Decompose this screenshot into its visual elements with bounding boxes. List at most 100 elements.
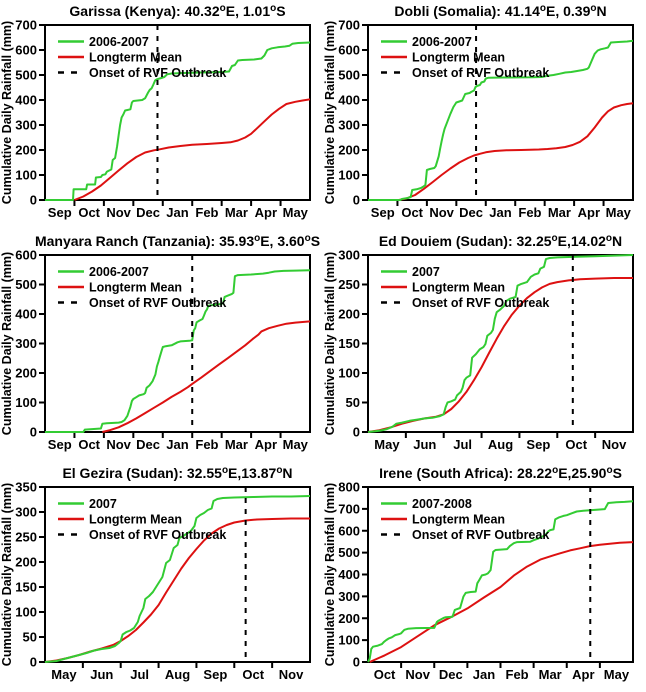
x-tick-label: Apr [578, 205, 600, 220]
y-tick-label: 600 [338, 43, 360, 58]
chart-manyara-ranch: Sep Oct Nov Dec Jan Feb Mar Apr May 0 100 200 300 400… [0, 233, 320, 452]
x-tick-label: Nov [106, 205, 131, 220]
legend-label: 2006-2007 [412, 35, 472, 49]
y-tick-label: 50 [23, 630, 37, 645]
y-tick-label: 300 [15, 505, 37, 520]
x-tick-label: Nov [106, 437, 131, 452]
legend-label: Longterm Mean [89, 513, 182, 527]
degree-symbol: o [220, 3, 226, 14]
panel-title: Manyara Ranch (Tanzania): 35.93oE, 3.60o… [35, 233, 320, 249]
x-tick-label: May [283, 437, 309, 452]
x-tick-label: Jan [166, 437, 188, 452]
x-tick-label: Nov [405, 667, 430, 682]
y-tick-label: 400 [338, 93, 360, 108]
y-tick-label: 0 [353, 193, 360, 208]
y-tick-label: 200 [15, 143, 37, 158]
panel-ed-douiem: May Jun Jul Aug Sep Oct Nov 0 50 100 150 200 250 300 C… [323, 230, 646, 462]
degree-symbol: o [552, 233, 558, 244]
degree-symbol: o [222, 465, 228, 476]
y-axis-label: Cumulative Daily Rainfall (mm) [0, 483, 14, 666]
x-tick-label: Jul [130, 667, 149, 682]
y-tick-label: 400 [338, 567, 360, 582]
y-tick-label: 300 [338, 589, 360, 604]
rainfall-series-line [368, 39, 634, 201]
y-tick-label: 200 [338, 307, 360, 322]
x-tick-label: Apr [255, 437, 277, 452]
y-tick-label: 500 [15, 68, 37, 83]
y-tick-label: 0 [353, 655, 360, 670]
x-tick-label: Mar [548, 205, 571, 220]
x-tick-label: May [606, 205, 632, 220]
y-tick-label: 400 [15, 307, 37, 322]
degree-symbol: o [606, 233, 612, 244]
x-tick-label: May [374, 437, 400, 452]
x-tick-label: Jan [489, 205, 511, 220]
x-tick-label: Dec [459, 205, 483, 220]
y-tick-label: 300 [15, 336, 37, 351]
degree-symbol: o [254, 233, 260, 244]
x-tick-label: Feb [518, 205, 541, 220]
x-tick-label: Mar [225, 205, 248, 220]
plot-frame [44, 254, 311, 433]
legend-label: 2007 [89, 497, 117, 511]
x-tick-label: Mar [539, 667, 562, 682]
y-tick-label: 600 [15, 43, 37, 58]
legend-label: Onset of RVF Outbreak [412, 296, 549, 310]
legend-label: Onset of RVF Outbreak [412, 66, 549, 80]
y-tick-label: 0 [353, 425, 360, 440]
y-axis-label: Cumulative Daily Rainfall (mm) [0, 21, 14, 204]
x-tick-label: Feb [195, 437, 218, 452]
y-tick-label: 150 [15, 580, 37, 595]
degree-symbol: o [276, 465, 282, 476]
y-tick-label: 300 [338, 118, 360, 133]
chart-garissa: Sep Oct Nov Dec Jan Feb Mar Apr May 0 100 200 300 400… [0, 3, 311, 220]
longterm-mean-line [398, 102, 634, 201]
x-tick-label: Aug [165, 667, 190, 682]
degree-symbol: o [606, 465, 612, 476]
panel-title: Garissa (Kenya): 40.32oE, 1.01oS [69, 3, 285, 19]
rainfall-series-line [367, 254, 634, 433]
degree-symbol: o [552, 465, 558, 476]
x-tick-label: Oct [78, 205, 100, 220]
degree-symbol: o [305, 233, 311, 244]
y-tick-label: 350 [15, 480, 37, 495]
y-axis-label: Cumulative Daily Rainfall (mm) [323, 252, 337, 435]
y-tick-label: 700 [338, 501, 360, 516]
x-tick-label: Nov [429, 205, 454, 220]
y-axis-label: Cumulative Daily Rainfall (mm) [323, 21, 337, 204]
degree-symbol: o [540, 3, 546, 14]
panel-el-gezira: May Jun Jul Aug Sep Oct Nov 0 50 100 150 200 250 300 3… [0, 462, 323, 692]
x-tick-label: Jul [453, 437, 472, 452]
y-tick-label: 200 [15, 366, 37, 381]
y-tick-label: 0 [30, 193, 37, 208]
plot-frame [44, 24, 311, 201]
y-tick-label: 200 [338, 143, 360, 158]
x-tick-label: Oct [242, 667, 264, 682]
y-tick-label: 500 [338, 545, 360, 560]
y-tick-label: 100 [15, 168, 37, 183]
legend-label: 2006-2007 [89, 35, 149, 49]
legend-label: 2006-2007 [89, 265, 149, 279]
legend-label: Longterm Mean [89, 281, 182, 295]
x-tick-label: Oct [374, 667, 396, 682]
plot-frame [367, 24, 634, 201]
y-axis-label: Cumulative Daily Rainfall (mm) [0, 252, 14, 435]
x-tick-label: Jan [473, 667, 495, 682]
x-tick-label: Apr [255, 205, 277, 220]
y-tick-label: 300 [338, 248, 360, 263]
y-tick-label: 50 [346, 395, 360, 410]
x-tick-label: Nov [602, 437, 627, 452]
legend-label: Longterm Mean [89, 51, 182, 65]
y-tick-label: 700 [338, 18, 360, 33]
x-tick-label: Feb [506, 667, 529, 682]
y-tick-label: 300 [15, 118, 37, 133]
y-tick-label: 100 [338, 633, 360, 648]
y-tick-label: 0 [30, 425, 37, 440]
panel-irene: Oct Nov Dec Jan Feb Mar Apr May 0 100 200 300 400 500… [323, 462, 646, 692]
longterm-mean-line [369, 541, 634, 663]
x-tick-label: Sep [526, 437, 550, 452]
chart-el-gezira: May Jun Jul Aug Sep Oct Nov 0 50 100 150 200 250 300 3… [0, 465, 311, 682]
y-tick-label: 150 [338, 336, 360, 351]
x-tick-label: Nov [279, 667, 304, 682]
